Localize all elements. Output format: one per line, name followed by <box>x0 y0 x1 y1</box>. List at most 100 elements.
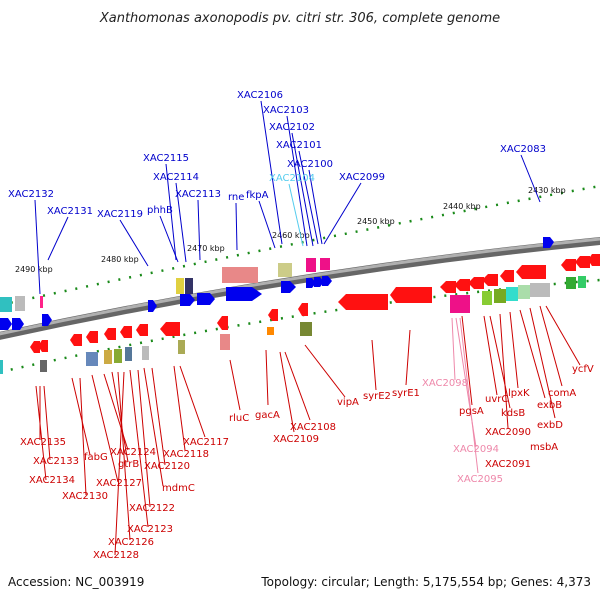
gene-label[interactable]: mdmC <box>162 483 195 494</box>
gene-box[interactable] <box>306 258 316 272</box>
gene-label[interactable]: gacA <box>255 410 280 421</box>
gene-box[interactable] <box>0 360 3 374</box>
gene-label[interactable]: syrE1 <box>392 388 420 399</box>
gene-arrow-forward[interactable] <box>226 287 262 301</box>
gene-arrow-forward[interactable] <box>42 314 52 326</box>
gene-label[interactable]: XAC2102 <box>269 122 315 133</box>
gene-box[interactable] <box>220 334 230 350</box>
gene-box[interactable] <box>278 263 292 277</box>
gene-arrow-forward[interactable] <box>543 237 554 248</box>
gene-arrow-reverse[interactable] <box>160 322 180 336</box>
gene-box[interactable] <box>320 258 330 270</box>
gene-arrow-forward[interactable] <box>0 318 12 330</box>
gene-label[interactable]: comA <box>548 388 576 399</box>
gene-box[interactable] <box>494 289 506 303</box>
gene-label[interactable]: XAC2104 <box>269 173 315 184</box>
gene-arrow-reverse[interactable] <box>500 270 514 282</box>
gene-box[interactable] <box>0 297 12 312</box>
gene-label[interactable]: XAC2101 <box>276 140 322 151</box>
gene-arrow-forward[interactable] <box>322 276 332 286</box>
gene-label[interactable]: XAC2128 <box>93 550 139 561</box>
gene-label[interactable]: XAC2098 <box>422 378 468 389</box>
gene-arrow-reverse[interactable] <box>516 265 546 279</box>
gene-arrow-reverse[interactable] <box>468 277 484 289</box>
gene-arrow-reverse[interactable] <box>86 331 98 343</box>
gene-label[interactable]: XAC2135 <box>20 437 66 448</box>
gene-label[interactable]: pgsA <box>459 406 484 417</box>
gene-label[interactable]: XAC2103 <box>263 105 309 116</box>
gene-label[interactable]: XAC2124 <box>110 447 156 458</box>
gene-box[interactable] <box>176 278 184 294</box>
gene-label[interactable]: XAC2114 <box>153 172 199 183</box>
gene-box[interactable] <box>125 347 132 361</box>
gene-label[interactable]: XAC2132 <box>8 189 54 200</box>
gene-box[interactable] <box>15 296 25 311</box>
gene-label[interactable]: XAC2119 <box>97 209 143 220</box>
gene-box[interactable] <box>267 327 274 335</box>
gene-arrow-reverse[interactable] <box>298 303 308 316</box>
gene-arrow-reverse[interactable] <box>217 316 228 330</box>
gene-label[interactable]: vipA <box>337 397 359 408</box>
gene-box[interactable] <box>86 352 98 366</box>
gene-arrow-reverse[interactable] <box>70 334 82 346</box>
gene-label[interactable]: msbA <box>530 442 558 453</box>
gene-label[interactable]: XAC2130 <box>62 491 108 502</box>
gene-box[interactable] <box>40 296 43 308</box>
gene-box[interactable] <box>578 276 586 288</box>
gene-label[interactable]: XAC2099 <box>339 172 385 183</box>
gene-arrow-reverse[interactable] <box>30 341 40 353</box>
gene-arrow-reverse[interactable] <box>104 328 116 340</box>
gene-arrow-forward[interactable] <box>306 278 316 288</box>
gene-box[interactable] <box>142 346 149 360</box>
gene-arrow-forward[interactable] <box>281 281 296 293</box>
gene-label[interactable]: ycfV <box>572 364 594 375</box>
gene-arrow-reverse[interactable] <box>561 259 576 271</box>
gene-arrow-reverse[interactable] <box>440 281 456 293</box>
gene-box[interactable] <box>566 277 576 289</box>
gene-label[interactable]: XAC2122 <box>129 503 175 514</box>
gene-box[interactable] <box>40 360 47 372</box>
gene-label[interactable]: XAC2117 <box>183 437 229 448</box>
gene-label[interactable]: XAC2109 <box>273 434 319 445</box>
gene-box[interactable] <box>178 340 185 354</box>
gene-label[interactable]: XAC2094 <box>453 444 499 455</box>
gene-arrow-reverse[interactable] <box>338 294 388 310</box>
gene-arrow-reverse[interactable] <box>120 326 132 338</box>
gene-arrow-forward[interactable] <box>180 294 195 306</box>
gene-arrow-forward[interactable] <box>148 300 157 312</box>
gene-label[interactable]: syrE2 <box>363 391 391 402</box>
gene-label[interactable]: fkpA <box>246 190 269 201</box>
gene-arrow-reverse[interactable] <box>575 256 590 268</box>
gene-label[interactable]: XAC2095 <box>457 474 503 485</box>
gene-label[interactable]: uvrC <box>485 394 508 405</box>
gene-label[interactable]: exbB <box>537 400 562 411</box>
gene-box[interactable] <box>114 349 122 363</box>
gene-label[interactable]: XAC2100 <box>287 159 333 170</box>
gene-box[interactable] <box>104 350 112 364</box>
gene-label[interactable]: kdsB <box>501 408 525 419</box>
gene-label[interactable]: XAC2123 <box>127 524 173 535</box>
gene-label[interactable]: rluC <box>229 413 249 424</box>
gene-box[interactable] <box>222 267 258 283</box>
gene-box[interactable] <box>300 322 312 336</box>
gene-label[interactable]: XAC2108 <box>290 422 336 433</box>
gene-box[interactable] <box>506 287 518 301</box>
gene-arrow-reverse[interactable] <box>454 279 470 291</box>
gene-label[interactable]: gtrB <box>118 459 139 470</box>
gene-label[interactable]: XAC2113 <box>175 189 221 200</box>
gene-box[interactable] <box>185 278 193 294</box>
gene-label[interactable]: XAC2120 <box>144 461 190 472</box>
gene-box[interactable] <box>450 295 470 313</box>
gene-arrow-reverse[interactable] <box>38 340 48 352</box>
gene-label[interactable]: XAC2083 <box>500 144 546 155</box>
gene-arrow-forward[interactable] <box>314 277 324 287</box>
gene-label[interactable]: XAC2118 <box>163 449 209 460</box>
gene-label[interactable]: XAC2133 <box>33 456 79 467</box>
gene-label[interactable]: XAC2091 <box>485 459 531 470</box>
gene-label[interactable]: XAC2090 <box>485 427 531 438</box>
gene-label[interactable]: XAC2127 <box>96 478 142 489</box>
gene-label[interactable]: XAC2106 <box>237 90 283 101</box>
gene-arrow-forward[interactable] <box>12 318 24 330</box>
gene-label[interactable]: fabG <box>84 452 108 463</box>
gene-box[interactable] <box>518 285 530 299</box>
